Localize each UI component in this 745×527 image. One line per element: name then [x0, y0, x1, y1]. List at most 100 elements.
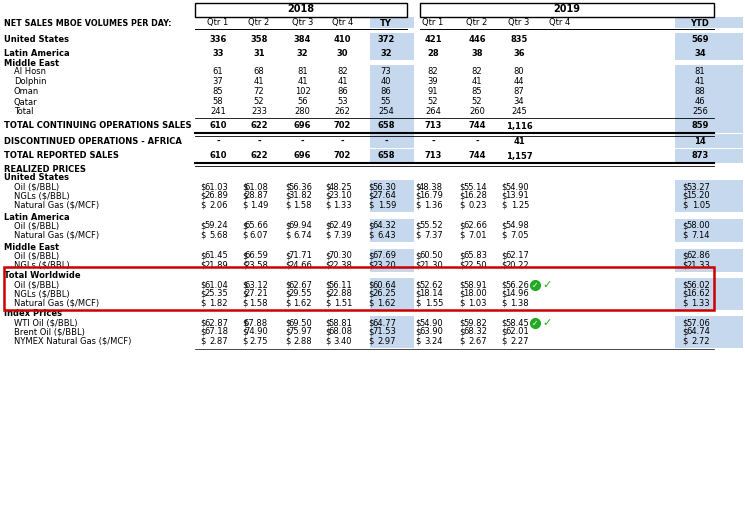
Text: 30: 30	[337, 48, 348, 57]
Text: $: $	[459, 260, 464, 269]
Text: $: $	[501, 289, 507, 298]
Text: 41: 41	[337, 77, 348, 86]
Text: $: $	[242, 327, 247, 337]
Text: $: $	[325, 327, 330, 337]
Text: Qatar: Qatar	[14, 97, 38, 106]
Text: 65.66: 65.66	[244, 221, 268, 230]
Text: NET SALES MBOE VOLUMES PER DAY:: NET SALES MBOE VOLUMES PER DAY:	[4, 18, 171, 27]
Text: Total: Total	[14, 108, 34, 116]
Text: $: $	[368, 182, 373, 191]
Text: ✓: ✓	[542, 318, 552, 328]
Text: $: $	[415, 289, 420, 298]
Text: $: $	[459, 280, 464, 289]
Text: 46: 46	[694, 97, 706, 106]
Bar	[675, 120, 743, 133]
Text: 38: 38	[472, 48, 483, 57]
Text: $: $	[285, 298, 291, 307]
Text: 48.38: 48.38	[419, 182, 443, 191]
Text: 24.66: 24.66	[288, 260, 312, 269]
Text: 62.87: 62.87	[204, 318, 228, 327]
Text: $: $	[682, 280, 688, 289]
Text: 3.40: 3.40	[334, 337, 352, 346]
Text: $: $	[459, 337, 464, 346]
Text: $: $	[459, 200, 464, 210]
Text: 60.64: 60.64	[372, 280, 396, 289]
Text: 86: 86	[337, 87, 348, 96]
Text: 2.27: 2.27	[510, 337, 529, 346]
Text: $: $	[325, 318, 330, 327]
Text: 713: 713	[425, 151, 442, 161]
Text: 61: 61	[212, 67, 224, 76]
Text: Natural Gas ($/MCF): Natural Gas ($/MCF)	[14, 298, 99, 307]
Text: 14: 14	[694, 136, 706, 145]
Text: United States: United States	[4, 35, 69, 44]
Text: 52: 52	[472, 97, 482, 106]
Text: $: $	[200, 230, 206, 239]
Text: $: $	[285, 337, 291, 346]
Text: $: $	[368, 221, 373, 230]
Text: 241: 241	[210, 108, 226, 116]
Text: 62.01: 62.01	[505, 327, 529, 337]
Bar	[370, 198, 414, 212]
Text: 1.62: 1.62	[378, 298, 396, 307]
Text: $: $	[368, 337, 373, 346]
Text: $: $	[200, 318, 206, 327]
Bar	[675, 278, 743, 291]
Text: 1.58: 1.58	[294, 200, 312, 210]
Text: 702: 702	[334, 122, 351, 131]
Text: 64.77: 64.77	[372, 318, 396, 327]
Text: 696: 696	[294, 151, 311, 161]
Text: Oman: Oman	[14, 87, 39, 96]
Text: TOTAL REPORTED SALES: TOTAL REPORTED SALES	[4, 151, 119, 161]
Text: 744: 744	[469, 151, 486, 161]
Text: $: $	[325, 289, 330, 298]
Bar	[370, 325, 414, 339]
Text: 63.12: 63.12	[244, 280, 268, 289]
Bar	[675, 33, 743, 46]
Text: $: $	[285, 200, 291, 210]
Text: 835: 835	[510, 35, 527, 44]
Bar	[675, 85, 743, 99]
Bar	[370, 249, 414, 262]
Text: $: $	[242, 200, 247, 210]
Text: 44: 44	[514, 77, 524, 86]
Text: $: $	[285, 260, 291, 269]
Text: 3.24: 3.24	[425, 337, 443, 346]
Text: $: $	[325, 182, 330, 191]
Text: $: $	[682, 221, 688, 230]
Text: 22.50: 22.50	[463, 260, 487, 269]
Text: 2.97: 2.97	[378, 337, 396, 346]
Text: 31: 31	[253, 48, 264, 57]
Text: 56.26: 56.26	[505, 280, 529, 289]
Text: 2.06: 2.06	[209, 200, 228, 210]
Bar	[420, 3, 714, 17]
Bar	[675, 325, 743, 339]
Text: 75.97: 75.97	[288, 327, 312, 337]
Text: 61.04: 61.04	[204, 280, 228, 289]
Bar	[370, 105, 414, 119]
Bar	[370, 316, 414, 329]
Text: 702: 702	[334, 151, 351, 161]
Text: $: $	[415, 251, 420, 260]
Text: $: $	[368, 230, 373, 239]
Text: 21.89: 21.89	[204, 260, 228, 269]
Text: Qtr 1: Qtr 1	[422, 18, 443, 27]
Text: Latin America: Latin America	[4, 212, 69, 221]
Text: $: $	[682, 230, 688, 239]
Text: 41: 41	[297, 77, 308, 86]
Text: $: $	[325, 230, 330, 239]
Text: -: -	[257, 136, 261, 145]
Text: $: $	[200, 191, 206, 200]
Bar	[675, 46, 743, 60]
Text: 2.75: 2.75	[250, 337, 268, 346]
Text: 54.90: 54.90	[419, 318, 443, 327]
Text: 41: 41	[513, 136, 525, 145]
Text: Oil ($/BBL): Oil ($/BBL)	[14, 221, 59, 230]
Text: Qtr 4: Qtr 4	[332, 18, 353, 27]
Text: $: $	[200, 289, 206, 298]
Text: $: $	[325, 337, 330, 346]
Text: 58.45: 58.45	[505, 318, 529, 327]
Text: 56.36: 56.36	[288, 182, 312, 191]
Bar	[675, 105, 743, 119]
Text: NGLs ($/BBL): NGLs ($/BBL)	[14, 289, 69, 298]
